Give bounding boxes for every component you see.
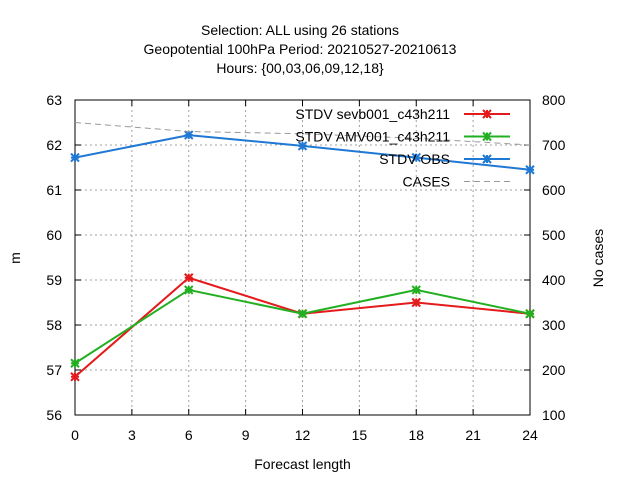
y2-tick-label: 400 <box>542 272 566 288</box>
legend-marker-1 <box>482 109 492 119</box>
y-tick-label: 63 <box>46 92 62 108</box>
chart-title: Selection: ALL using 26 stations Geopoten… <box>144 22 457 76</box>
y-tick-label: 57 <box>46 362 62 378</box>
title-line-1: Selection: ALL using 26 stations <box>201 22 399 38</box>
legend: STDV sevb001_c43h211 STDV AMV001_c43h211 S… <box>295 106 510 190</box>
y2-tick-label: 200 <box>542 362 566 378</box>
y2-tick-label: 100 <box>542 407 566 423</box>
x-tick-label: 6 <box>185 427 193 443</box>
series-1-point <box>411 297 421 308</box>
x-tick-label: 24 <box>522 427 538 443</box>
series-2-point <box>411 285 421 295</box>
y-tick-label: 62 <box>46 137 62 153</box>
series-3-point <box>411 152 421 163</box>
y-tick-label: 61 <box>46 182 62 198</box>
y2-tick-label: 700 <box>542 137 566 153</box>
x-axis-ticks: 0 3 6 9 12 15 18 21 24 <box>71 100 538 443</box>
x-tick-label: 0 <box>71 427 79 443</box>
series-lines <box>70 122 535 382</box>
legend-label-3: STDV OBS <box>379 151 450 167</box>
title-line-3: Hours: {00,03,06,09,12,18} <box>216 60 384 76</box>
series-3-point <box>70 152 80 163</box>
series-1-point <box>184 273 194 283</box>
x-tick-label: 9 <box>242 427 250 443</box>
x-axis-label: Forecast length <box>254 456 351 472</box>
x-tick-label: 21 <box>465 427 481 443</box>
y-tick-label: 56 <box>46 407 62 423</box>
series-2-point <box>70 358 80 368</box>
series-1-point <box>70 372 80 382</box>
y2-axis-ticks: 100 200 300 400 500 600 700 800 <box>524 92 566 423</box>
y2-axis-label: No cases <box>590 229 606 287</box>
x-tick-label: 12 <box>295 427 311 443</box>
series-2-point <box>525 309 535 319</box>
x-tick-label: 18 <box>408 427 424 443</box>
y-axis-ticks: 56 57 58 59 60 61 62 63 <box>46 92 81 423</box>
series-3-point <box>297 141 308 151</box>
series-2-point <box>297 309 308 319</box>
legend-label-4: CASES <box>403 174 450 190</box>
y-tick-label: 58 <box>46 317 62 333</box>
series-3-point <box>525 165 535 175</box>
grid <box>75 100 530 415</box>
y2-tick-label: 800 <box>542 92 566 108</box>
y-axis-label: m <box>7 252 23 264</box>
series-2-point <box>184 285 194 295</box>
legend-label-1: STDV sevb001_c43h211 <box>295 106 450 122</box>
legend-marker-3 <box>482 154 492 164</box>
y-tick-label: 60 <box>46 227 62 243</box>
x-tick-label: 15 <box>352 427 368 443</box>
y-tick-label: 59 <box>46 272 62 288</box>
series-3-point <box>184 130 194 140</box>
title-line-2: Geopotential 100hPa Period: 20210527-202… <box>144 41 457 57</box>
y2-tick-label: 300 <box>542 317 566 333</box>
y2-tick-label: 600 <box>542 182 566 198</box>
x-tick-label: 3 <box>128 427 136 443</box>
legend-label-2: STDV AMV001_c43h211 <box>295 129 450 145</box>
y2-tick-label: 500 <box>542 227 566 243</box>
legend-marker-2 <box>482 131 492 142</box>
